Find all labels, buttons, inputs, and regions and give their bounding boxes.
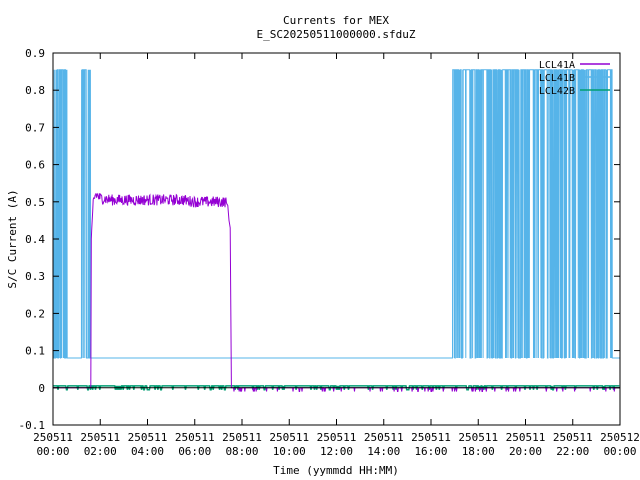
plot-series <box>52 69 620 392</box>
legend-label: LCL41A <box>539 60 575 71</box>
x-tick-label: 04:00 <box>131 445 164 458</box>
y-tick-label: 0.5 <box>25 196 45 209</box>
x-tick-label: 250511 <box>175 431 215 444</box>
x-tick-label: 250512 <box>600 431 640 444</box>
x-tick-label: 250511 <box>553 431 593 444</box>
y-ticks: -0.1 0 0.1 0.2 0.3 0.4 0.5 0.6 0.7 0.8 0.9 <box>19 47 620 432</box>
chart-subtitle: E_SC20250511000000.sfduZ <box>257 28 416 41</box>
x-tick-label: 00:00 <box>36 445 69 458</box>
y-axis-label: S/C Current (A) <box>6 189 19 288</box>
legend: LCL41A LCL41B LCL42B <box>539 60 610 97</box>
x-tick-label: 22:00 <box>556 445 589 458</box>
x-tick-label: 10:00 <box>273 445 306 458</box>
x-tick-label: 02:00 <box>84 445 117 458</box>
y-tick-label: -0.1 <box>19 419 46 432</box>
x-tick-label: 20:00 <box>509 445 542 458</box>
y-tick-label: 0.8 <box>25 84 45 97</box>
y-tick-label: 0.4 <box>25 233 45 246</box>
y-tick-label: 0 <box>38 382 45 395</box>
y-tick-label: 0.7 <box>25 121 45 134</box>
x-axis-label: Time (yymmdd HH:MM) <box>273 464 399 477</box>
x-tick-label: 12:00 <box>320 445 353 458</box>
y-tick-label: 0.2 <box>25 307 45 320</box>
x-tick-label: 250511 <box>269 431 309 444</box>
x-tick-label: 06:00 <box>178 445 211 458</box>
series-line-lcl41b <box>52 69 620 359</box>
x-tick-label: 250511 <box>317 431 357 444</box>
y-tick-label: 0.3 <box>25 270 45 283</box>
y-tick-label: 0.1 <box>25 345 45 358</box>
x-tick-label: 250511 <box>411 431 451 444</box>
y-tick-label: 0.6 <box>25 159 45 172</box>
x-tick-label: 250511 <box>128 431 168 444</box>
legend-label: LCL41B <box>539 73 575 84</box>
chart-title: Currents for MEX <box>283 14 389 27</box>
x-tick-label: 08:00 <box>225 445 258 458</box>
x-tick-label: 14:00 <box>367 445 400 458</box>
x-tick-label: 16:00 <box>414 445 447 458</box>
x-tick-label: 250511 <box>364 431 404 444</box>
x-tick-label: 250511 <box>33 431 73 444</box>
y-tick-label: 0.9 <box>25 47 45 60</box>
x-tick-label: 250511 <box>458 431 498 444</box>
x-tick-label: 250511 <box>222 431 262 444</box>
x-tick-label: 00:00 <box>603 445 636 458</box>
legend-label: LCL42B <box>539 86 575 97</box>
x-tick-label: 250511 <box>80 431 120 444</box>
x-tick-label: 250511 <box>506 431 546 444</box>
x-ticks: 25051100:0025051102:0025051104:002505110… <box>33 53 640 458</box>
x-tick-label: 18:00 <box>462 445 495 458</box>
